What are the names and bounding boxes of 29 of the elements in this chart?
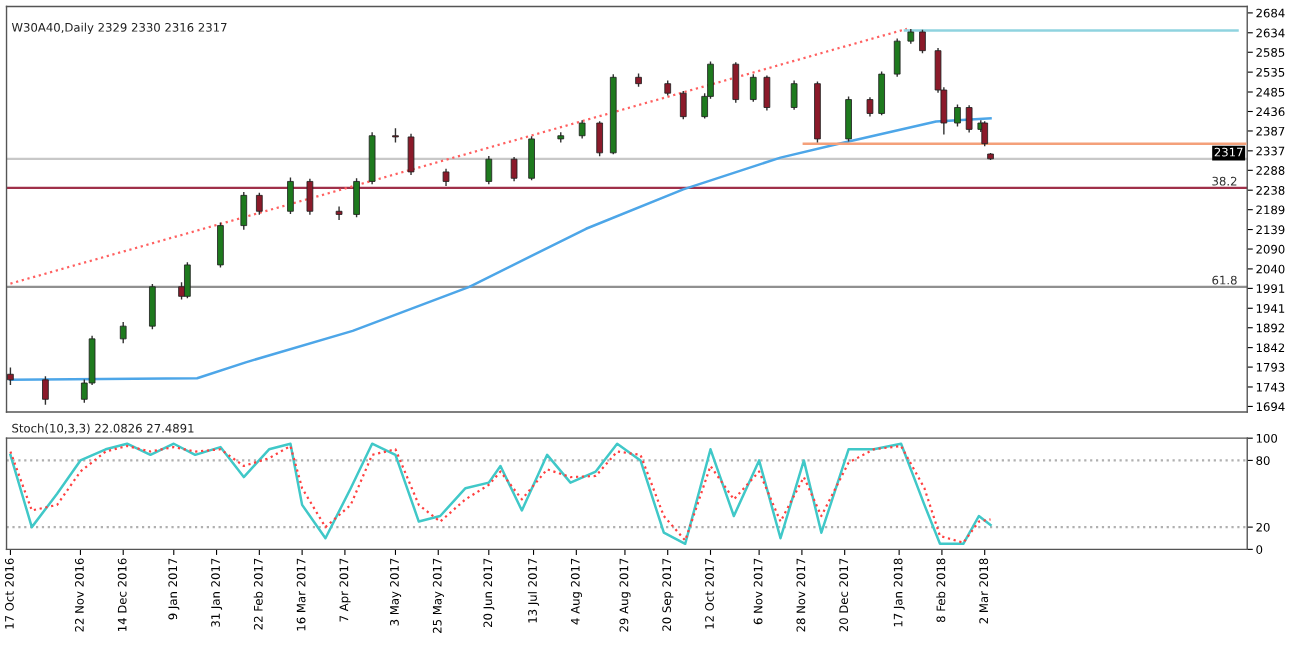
candlestick: [184, 262, 191, 299]
candlestick: [510, 156, 518, 182]
candlestick: [485, 156, 493, 185]
candlestick: [790, 80, 798, 110]
candlestick: [596, 121, 603, 157]
candlestick: [287, 177, 294, 214]
candlestick: [353, 178, 360, 218]
candlestick: [528, 136, 535, 181]
candlestick: [749, 74, 757, 102]
candlestick: [335, 206, 343, 220]
candlestick: [763, 75, 771, 111]
candlestick: [149, 284, 156, 330]
candlestick: [679, 90, 687, 120]
candlestick: [878, 71, 885, 116]
candlestick: [306, 178, 314, 215]
candlestick: [954, 104, 961, 127]
candlestick: [368, 132, 376, 185]
candlestick: [119, 321, 127, 344]
candlestick: [217, 222, 224, 268]
candlestick: [893, 38, 901, 77]
candlestick: [42, 376, 49, 405]
candlestick: [845, 96, 852, 142]
line-series: [9, 117, 992, 382]
candlestick: [732, 62, 740, 103]
candlestick: [256, 192, 263, 215]
candlestick: [965, 105, 973, 133]
candlestick: [919, 29, 926, 54]
candlestick: [407, 133, 415, 175]
candlestick: [240, 191, 248, 230]
